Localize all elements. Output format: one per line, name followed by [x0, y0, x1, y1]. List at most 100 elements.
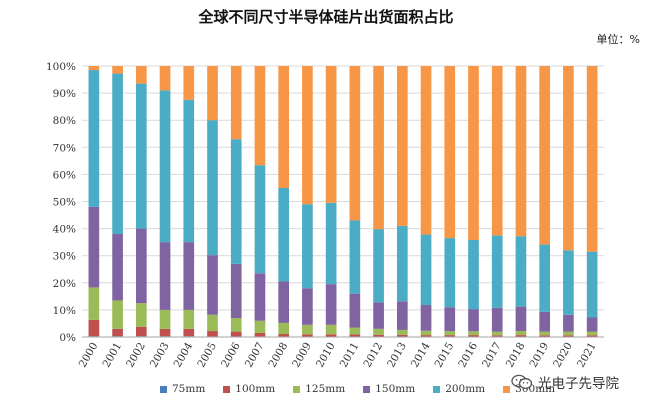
- bar-segment-200mm-2003: [159, 90, 171, 243]
- legend-swatch: [363, 385, 371, 393]
- legend-item-75mm: 75mm: [160, 383, 205, 395]
- y-tick-label: 20%: [53, 278, 76, 290]
- bar-segment-125mm-2005: [207, 314, 218, 332]
- x-tick-label: 2007: [243, 341, 267, 370]
- bar-segment-150mm-2007: [254, 273, 266, 321]
- bar-segment-200mm-2015: [444, 238, 456, 308]
- y-tick-label: 0%: [59, 332, 76, 344]
- bar-segment-150mm-2009: [302, 288, 313, 325]
- bar-segment-125mm-2002: [135, 303, 147, 327]
- legend-swatch: [293, 385, 301, 393]
- bar-segment-300mm-2002: [135, 66, 147, 84]
- bar-segment-125mm-2004: [183, 309, 195, 329]
- bar-segment-300mm-2000: [88, 66, 100, 71]
- legend-swatch: [433, 385, 441, 393]
- bar-segment-200mm-2010: [325, 202, 337, 285]
- bar-segment-200mm-2018: [515, 236, 527, 307]
- chart-title: 全球不同尺寸半导体硅片出货面积占比: [198, 8, 454, 26]
- bar-segment-200mm-2005: [207, 120, 218, 256]
- bar-segment-300mm-2005: [207, 66, 218, 121]
- bar-segment-150mm-2006: [230, 263, 242, 319]
- x-tick-label: 2016: [456, 340, 480, 369]
- x-tick-label: 2012: [361, 341, 385, 370]
- bar-segment-150mm-2012: [373, 302, 384, 329]
- bar-segment-100mm-2020: [563, 335, 574, 337]
- bar-segment-150mm-2019: [539, 311, 551, 332]
- bar-segment-300mm-2007: [254, 66, 266, 166]
- bar-segment-300mm-2008: [278, 66, 290, 188]
- x-tick-label: 2004: [172, 340, 196, 369]
- bar-segment-125mm-2019: [539, 331, 551, 336]
- bar-segment-125mm-2013: [396, 329, 408, 335]
- bar-segment-125mm-2016: [468, 331, 479, 336]
- legend-swatch: [503, 385, 511, 393]
- legend-label: 200mm: [445, 383, 486, 395]
- bar-segment-200mm-2020: [563, 250, 574, 315]
- legend-label: 150mm: [375, 383, 416, 395]
- bar-segment-100mm-2014: [420, 335, 432, 337]
- bar-segment-300mm-2004: [183, 66, 195, 100]
- bar-segment-200mm-2016: [468, 239, 479, 310]
- bar-segment-100mm-2005: [207, 331, 218, 337]
- bar-segment-150mm-2002: [135, 228, 147, 304]
- bar-segment-150mm-2013: [396, 301, 408, 330]
- bar-segment-125mm-2020: [563, 331, 574, 336]
- bar-segment-150mm-2015: [444, 307, 456, 332]
- bar-segment-200mm-2008: [278, 187, 290, 282]
- legend-item-150mm: 150mm: [363, 383, 415, 395]
- bar-segment-100mm-2018: [515, 335, 527, 337]
- bar-segment-200mm-2009: [302, 204, 313, 289]
- bar-stacks: [88, 66, 598, 337]
- x-tick-label: 2008: [267, 341, 291, 370]
- bar-segment-200mm-2004: [183, 99, 195, 243]
- bar-segment-200mm-2014: [420, 234, 432, 306]
- x-tick-label: 2005: [195, 341, 219, 370]
- legend-label: 125mm: [305, 383, 346, 395]
- bar-segment-150mm-2000: [88, 206, 100, 288]
- bar-segment-150mm-2011: [349, 293, 361, 328]
- bar-segment-300mm-2020: [563, 66, 574, 251]
- y-tick-label: 90%: [53, 88, 76, 100]
- bar-segment-150mm-2001: [112, 234, 123, 301]
- x-tick-label: 2020: [551, 341, 575, 370]
- bar-segment-125mm-2010: [325, 324, 337, 335]
- y-tick-label: 30%: [53, 251, 76, 263]
- bar-segment-200mm-2019: [539, 244, 551, 312]
- bar-segment-100mm-2013: [396, 334, 408, 337]
- bar-segment-125mm-2011: [349, 327, 361, 335]
- bar-segment-150mm-2020: [563, 314, 574, 332]
- y-tick-label: 60%: [53, 169, 76, 181]
- bar-segment-100mm-2000: [88, 319, 100, 337]
- bar-segment-125mm-2009: [302, 324, 313, 335]
- bar-segment-150mm-2017: [491, 307, 503, 332]
- bar-segment-100mm-2001: [112, 328, 123, 337]
- bar-segment-100mm-2010: [325, 334, 337, 337]
- bar-segment-100mm-2002: [135, 326, 147, 337]
- legend-item-100mm: 100mm: [223, 383, 275, 395]
- bar-segment-150mm-2021: [586, 317, 598, 332]
- x-tick-label: 2003: [148, 341, 172, 370]
- bar-segment-125mm-2018: [515, 331, 527, 336]
- bar-segment-125mm-2007: [254, 320, 266, 333]
- bar-segment-100mm-2015: [444, 335, 456, 337]
- bar-segment-100mm-2019: [539, 335, 551, 337]
- x-tick-label: 2010: [314, 341, 338, 370]
- bar-segment-150mm-2010: [325, 284, 337, 325]
- chart-legend: 75mm 100mm 125mm 150mm 200mm 300mm: [160, 383, 555, 395]
- bar-segment-300mm-2019: [539, 66, 551, 245]
- x-tick-label: 2011: [338, 341, 362, 370]
- legend-item-200mm: 200mm: [433, 383, 485, 395]
- bar-segment-125mm-2003: [159, 309, 171, 329]
- bar-segment-100mm-2021: [586, 335, 598, 337]
- legend-item-125mm: 125mm: [293, 383, 345, 395]
- bar-segment-200mm-2013: [396, 225, 408, 302]
- x-tick-label: 2013: [385, 341, 409, 370]
- bar-segment-100mm-2012: [373, 334, 384, 337]
- bar-segment-300mm-2017: [491, 66, 503, 236]
- bar-segment-125mm-2006: [230, 318, 242, 332]
- y-tick-label: 50%: [53, 197, 76, 209]
- bar-segment-125mm-2000: [88, 287, 100, 320]
- bar-segment-300mm-2013: [396, 66, 408, 226]
- x-tick-label: 2006: [219, 340, 243, 369]
